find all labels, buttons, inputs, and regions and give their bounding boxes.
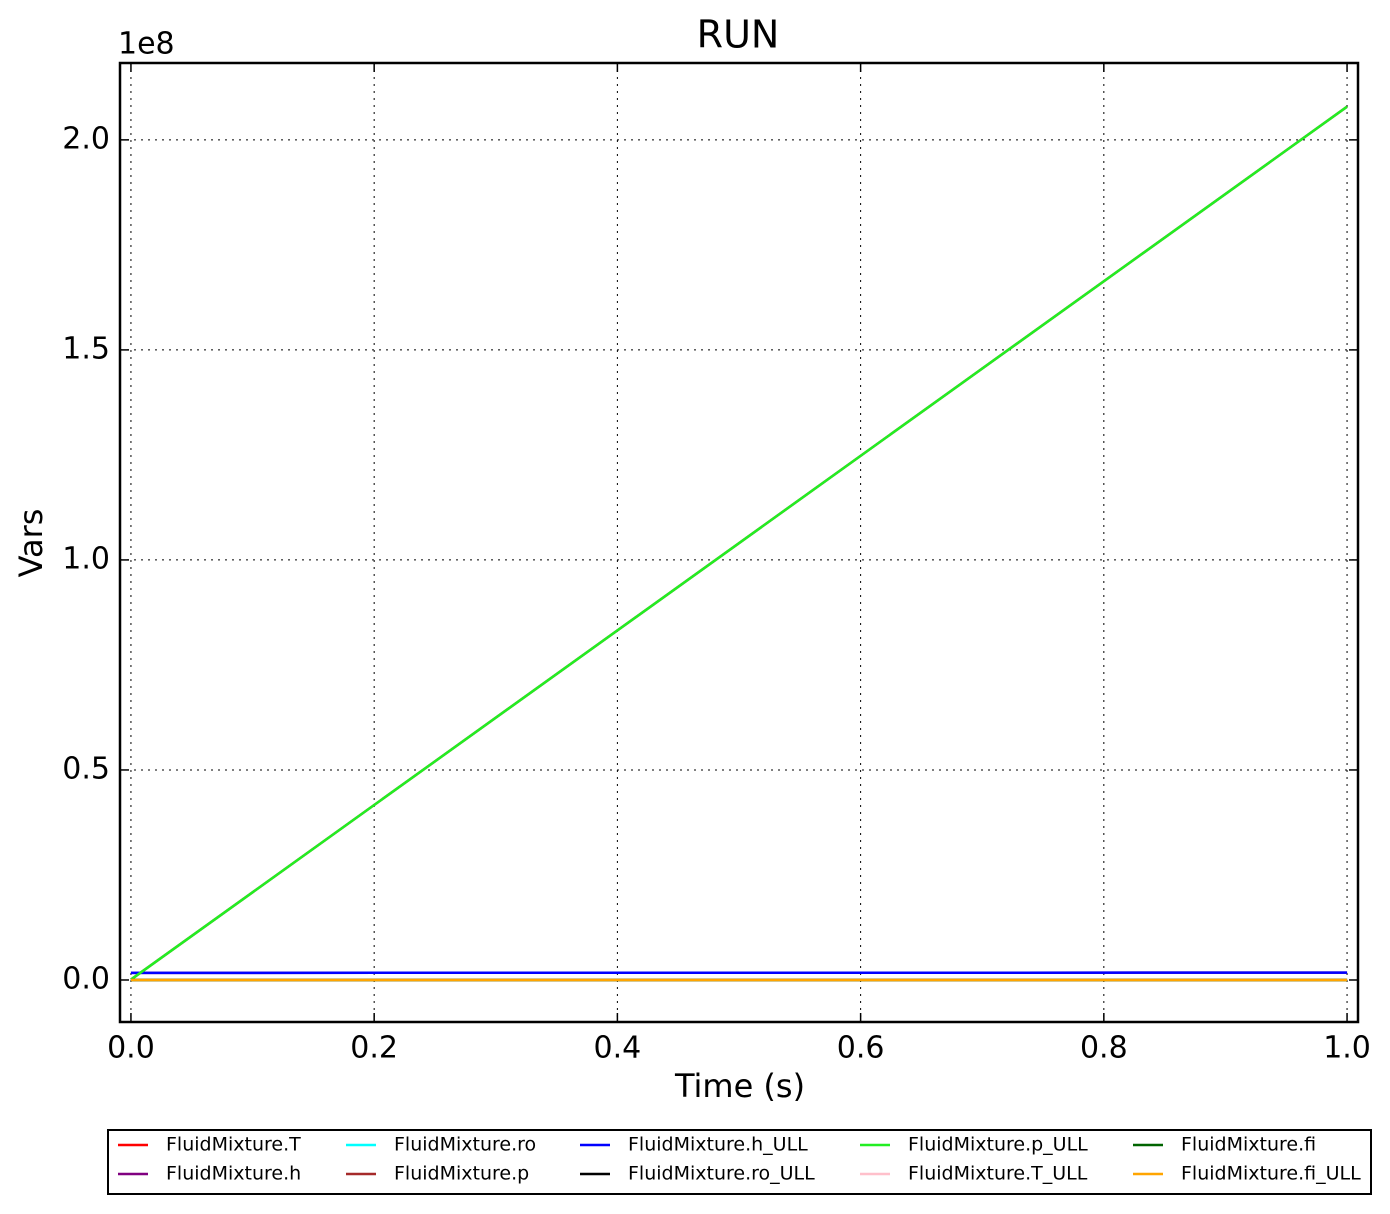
legend-label: FluidMixture.ro [394,1134,536,1156]
legend-label: FluidMixture.p_ULL [908,1134,1088,1156]
plot-frame [118,61,1360,1024]
x-tick-label: 0.6 [837,1031,885,1066]
x-tick-label: 1.0 [1323,1031,1371,1066]
legend-label: FluidMixture.h [166,1163,301,1185]
x-axis-label: Time (s) [674,1067,805,1105]
x-tick-label: 0.8 [1080,1031,1128,1066]
legend-label: FluidMixture.fi_ULL [1181,1163,1361,1185]
legend-label: FluidMixture.T_ULL [908,1163,1088,1185]
x-tick-label: 0.0 [107,1031,155,1066]
legend-label: FluidMixture.T [166,1134,301,1156]
legend-label: FluidMixture.h_ULL [628,1134,808,1156]
y-tick-label: 1.5 [62,331,110,366]
x-tick-label: 0.4 [594,1031,642,1066]
legend-label: FluidMixture.p [394,1163,529,1185]
legend-label: FluidMixture.ro_ULL [628,1163,815,1185]
y-tick-label: 2.0 [62,121,110,156]
chart-title: RUN [697,13,780,57]
series-line [130,105,1348,981]
y-tick-label: 1.0 [62,541,110,576]
legend-label: FluidMixture.fi [1181,1134,1316,1156]
legend-box [107,1129,1372,1195]
y-axis-label: Vars [12,509,50,578]
y-tick-label: 0.0 [62,961,110,996]
y-offset-label: 1e8 [118,27,175,62]
y-tick-label: 0.5 [62,751,110,786]
x-tick-label: 0.2 [350,1031,398,1066]
